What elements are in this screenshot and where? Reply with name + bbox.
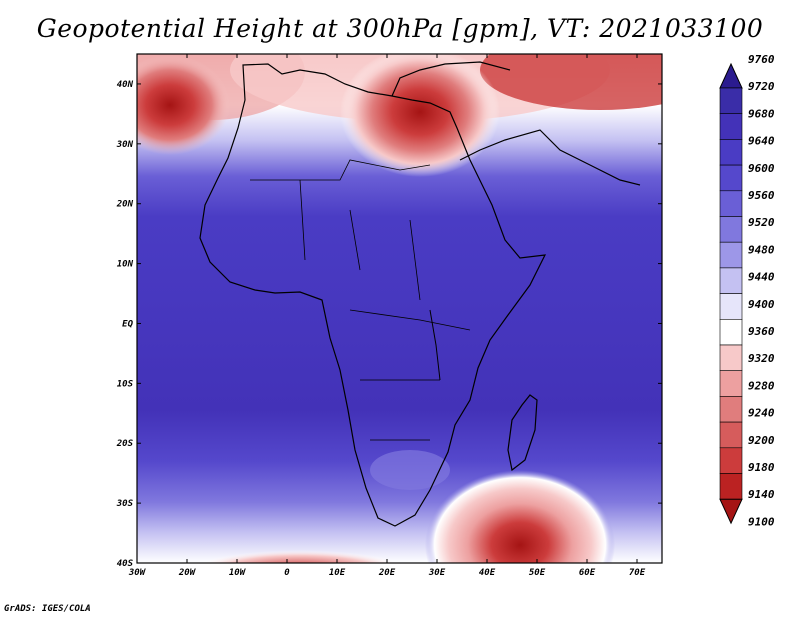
colorbar-level-label: 9140 — [748, 488, 775, 501]
map-title: Geopotential Height at 300hPa [gpm], VT:… — [36, 14, 764, 43]
colorbar-swatch — [719, 241, 743, 269]
colorbar-swatch — [719, 447, 743, 474]
lon-label: 40E — [479, 568, 496, 578]
credit-label: GrADS: IGES/COLA — [4, 604, 91, 614]
arabia-coastline — [459, 129, 641, 186]
lat-label: 20S — [116, 439, 134, 449]
colorbar-level-label: 9520 — [748, 216, 775, 229]
south-atlantic-low — [199, 550, 401, 563]
colorbar-level-label: 9200 — [748, 434, 775, 447]
colorbar-level-label: 9720 — [748, 80, 775, 93]
lat-label: 10S — [117, 379, 134, 389]
lat-label: 20N — [116, 200, 134, 210]
colorbar-swatch — [719, 87, 743, 115]
lon-label: 70E — [629, 568, 646, 578]
colorbar-swatch — [719, 139, 743, 166]
lon-label: 30W — [128, 568, 147, 578]
colorbar-swatch — [719, 318, 743, 346]
colorbar-swatch — [719, 396, 743, 423]
axis-ticks: 30W 20W 10W 0 10E 20E 30E 40E 50E 60E 70E 40N 30N 20N… — [116, 54, 662, 578]
colorbar-level-label: 9320 — [748, 352, 775, 365]
colorbar: 9760 9720 9680 9640 9600 9560 9520 9480 9440 9400… — [719, 53, 775, 528]
lon-label: 10E — [329, 568, 346, 578]
lon-label: 0 — [284, 568, 290, 578]
lon-label: 10W — [229, 568, 247, 578]
colorbar-swatch — [719, 473, 743, 500]
colorbar-swatch — [719, 190, 743, 217]
africa-coastline — [199, 63, 547, 527]
country-borders — [250, 159, 471, 441]
coastlines — [199, 61, 641, 527]
colorbar-swatch — [719, 216, 743, 243]
colorbar-level-label: 9440 — [748, 271, 775, 284]
south-indian-low — [425, 470, 615, 563]
colorbar-level-label: 9480 — [748, 243, 775, 256]
lon-label: 30E — [428, 568, 446, 578]
colorbar-level-label: 9640 — [748, 135, 775, 148]
lon-label: 50E — [529, 568, 546, 578]
colorbar-level-label: 9180 — [748, 461, 775, 474]
map-frame — [136, 53, 663, 564]
lat-label: EQ — [122, 319, 133, 329]
europe-coastline — [391, 61, 511, 97]
lat-label: 30N — [116, 140, 134, 150]
colorbar-level-label: 9100 — [748, 515, 775, 528]
lat-label: 30S — [116, 499, 134, 509]
lon-label: 20E — [378, 568, 396, 578]
colorbar-level-label: 9760 — [748, 53, 775, 66]
colorbar-swatch — [719, 164, 743, 192]
colorbar-level-label: 9360 — [748, 325, 775, 338]
colorbar-bottom-arrow — [719, 498, 743, 525]
colorbar-swatch — [719, 421, 743, 449]
colorbar-level-label: 9600 — [748, 162, 775, 175]
colorbar-level-label: 9680 — [748, 107, 775, 120]
lakes — [429, 309, 441, 381]
colorbar-swatch — [719, 267, 743, 294]
colorbar-level-label: 9400 — [748, 298, 775, 311]
colorbar-swatch — [719, 293, 743, 320]
colorbar-level-label: 9560 — [748, 189, 775, 202]
height-field — [137, 54, 662, 563]
colorbar-level-label: 9280 — [748, 379, 775, 392]
lon-label: 60E — [579, 568, 596, 578]
lat-label: 40N — [117, 80, 134, 90]
colorbar-swatch — [719, 344, 743, 372]
mediterranean-low — [340, 54, 500, 177]
lat-label: 40S — [117, 559, 134, 569]
colorbar-swatch — [719, 113, 743, 140]
lon-label: 20W — [178, 568, 197, 578]
lat-label: 10N — [117, 260, 134, 270]
atlantic-low — [137, 55, 230, 155]
colorbar-top-arrow — [719, 62, 743, 89]
madagascar-coastline — [507, 394, 538, 472]
colorbar-swatch — [719, 370, 743, 397]
colorbar-level-label: 9240 — [748, 407, 775, 420]
